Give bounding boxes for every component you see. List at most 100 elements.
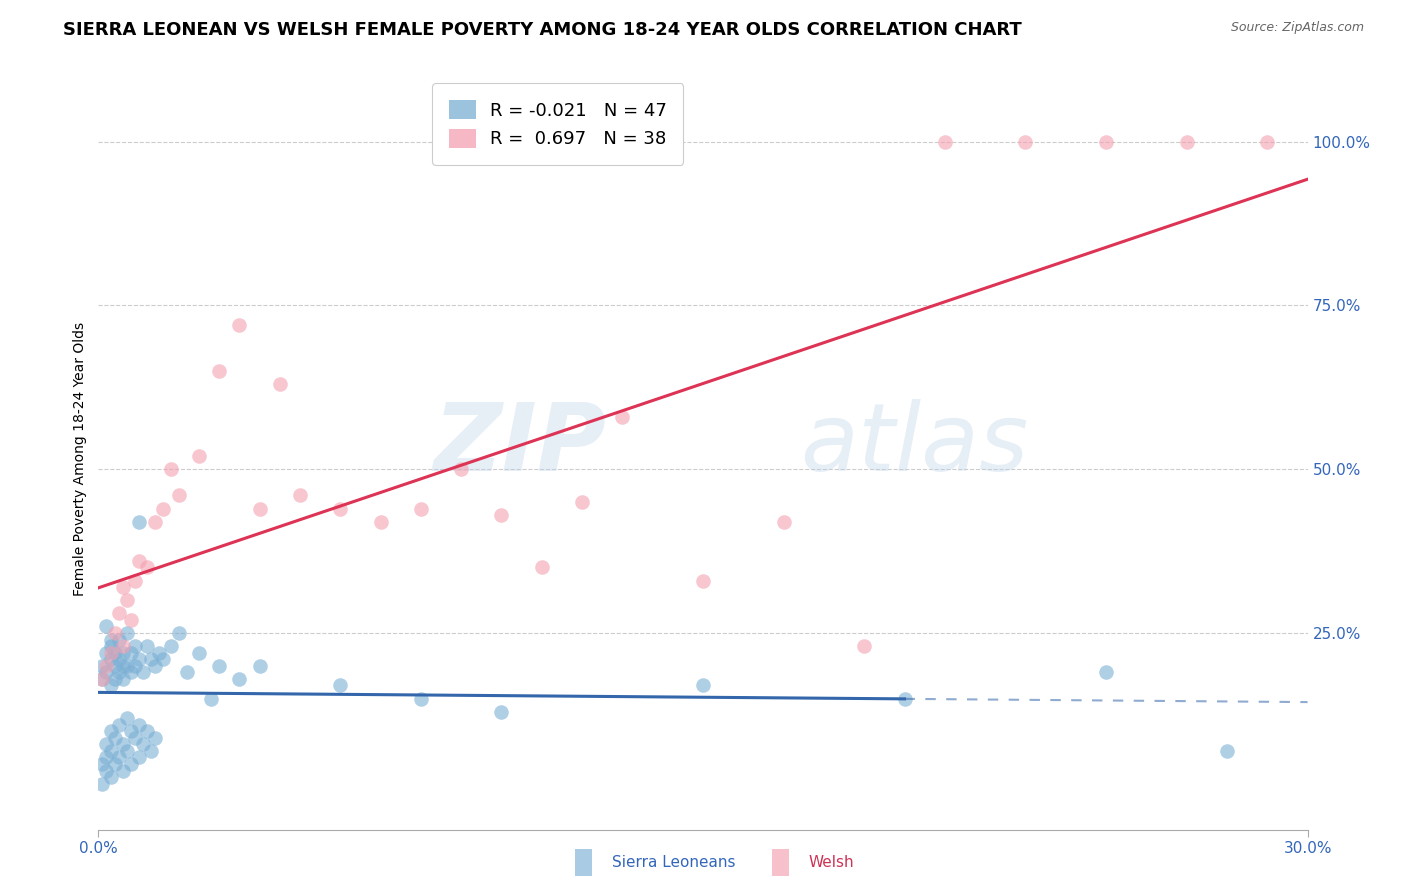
- Point: [96, 665, 118, 680]
- Point: [128, 515, 150, 529]
- Point: [107, 652, 129, 666]
- Point: [692, 574, 714, 588]
- Point: [103, 731, 125, 745]
- Point: [100, 678, 122, 692]
- Point: [208, 364, 231, 378]
- Text: Sierra Leoneans: Sierra Leoneans: [612, 855, 735, 870]
- Point: [530, 560, 553, 574]
- Point: [152, 501, 174, 516]
- Point: [188, 646, 211, 660]
- Point: [103, 757, 125, 772]
- Point: [128, 652, 150, 666]
- Point: [100, 632, 122, 647]
- Point: [491, 508, 513, 522]
- Point: [124, 731, 146, 745]
- Point: [115, 744, 138, 758]
- Point: [91, 672, 114, 686]
- Point: [329, 678, 352, 692]
- Point: [228, 672, 250, 686]
- Point: [91, 672, 114, 686]
- Point: [107, 632, 129, 647]
- Point: [1095, 665, 1118, 680]
- Point: [96, 738, 118, 752]
- Point: [132, 738, 155, 752]
- Point: [491, 705, 513, 719]
- Point: [100, 652, 122, 666]
- Text: Welsh: Welsh: [808, 855, 853, 870]
- Legend: R = -0.021   N = 47, R =  0.697   N = 38: R = -0.021 N = 47, R = 0.697 N = 38: [433, 84, 683, 165]
- Point: [370, 515, 392, 529]
- Point: [1216, 744, 1239, 758]
- Text: ZIP: ZIP: [433, 399, 606, 491]
- Point: [167, 626, 190, 640]
- Point: [128, 717, 150, 731]
- Point: [249, 501, 271, 516]
- Point: [107, 717, 129, 731]
- Point: [132, 665, 155, 680]
- Point: [96, 764, 118, 778]
- Point: [96, 750, 118, 764]
- Text: SIERRA LEONEAN VS WELSH FEMALE POVERTY AMONG 18-24 YEAR OLDS CORRELATION CHART: SIERRA LEONEAN VS WELSH FEMALE POVERTY A…: [63, 21, 1022, 38]
- Point: [107, 665, 129, 680]
- Y-axis label: Female Poverty Among 18-24 Year Olds: Female Poverty Among 18-24 Year Olds: [73, 322, 87, 597]
- Point: [96, 619, 118, 633]
- Point: [111, 764, 134, 778]
- Point: [450, 462, 472, 476]
- Point: [111, 580, 134, 594]
- Point: [111, 646, 134, 660]
- Point: [143, 658, 166, 673]
- Point: [1256, 135, 1278, 149]
- Point: [111, 672, 134, 686]
- Point: [139, 652, 162, 666]
- Point: [115, 658, 138, 673]
- Point: [120, 665, 142, 680]
- Point: [91, 757, 114, 772]
- Point: [772, 515, 794, 529]
- Point: [124, 639, 146, 653]
- Point: [128, 554, 150, 568]
- Point: [100, 724, 122, 739]
- Point: [135, 724, 157, 739]
- Point: [100, 744, 122, 758]
- Point: [139, 744, 162, 758]
- Point: [143, 515, 166, 529]
- Point: [1014, 135, 1036, 149]
- Point: [100, 770, 122, 784]
- Point: [111, 639, 134, 653]
- Point: [208, 658, 231, 673]
- Point: [107, 607, 129, 621]
- Point: [103, 658, 125, 673]
- Point: [148, 646, 170, 660]
- Point: [329, 501, 352, 516]
- Point: [269, 377, 291, 392]
- Point: [111, 658, 134, 673]
- Point: [111, 738, 134, 752]
- Point: [200, 691, 222, 706]
- Point: [115, 626, 138, 640]
- Point: [120, 757, 142, 772]
- Point: [228, 318, 250, 332]
- Point: [128, 750, 150, 764]
- Point: [143, 731, 166, 745]
- Point: [160, 462, 183, 476]
- Point: [167, 488, 190, 502]
- Point: [100, 639, 122, 653]
- Point: [409, 691, 432, 706]
- Point: [103, 646, 125, 660]
- Point: [96, 646, 118, 660]
- Point: [1175, 135, 1198, 149]
- Point: [124, 574, 146, 588]
- Text: Source: ZipAtlas.com: Source: ZipAtlas.com: [1230, 21, 1364, 34]
- Point: [135, 639, 157, 653]
- Point: [692, 678, 714, 692]
- Point: [571, 495, 593, 509]
- Point: [107, 750, 129, 764]
- Point: [1095, 135, 1118, 149]
- Point: [160, 639, 183, 653]
- Point: [96, 658, 118, 673]
- Point: [91, 658, 114, 673]
- Point: [853, 639, 876, 653]
- Point: [135, 560, 157, 574]
- Point: [100, 646, 122, 660]
- Point: [103, 672, 125, 686]
